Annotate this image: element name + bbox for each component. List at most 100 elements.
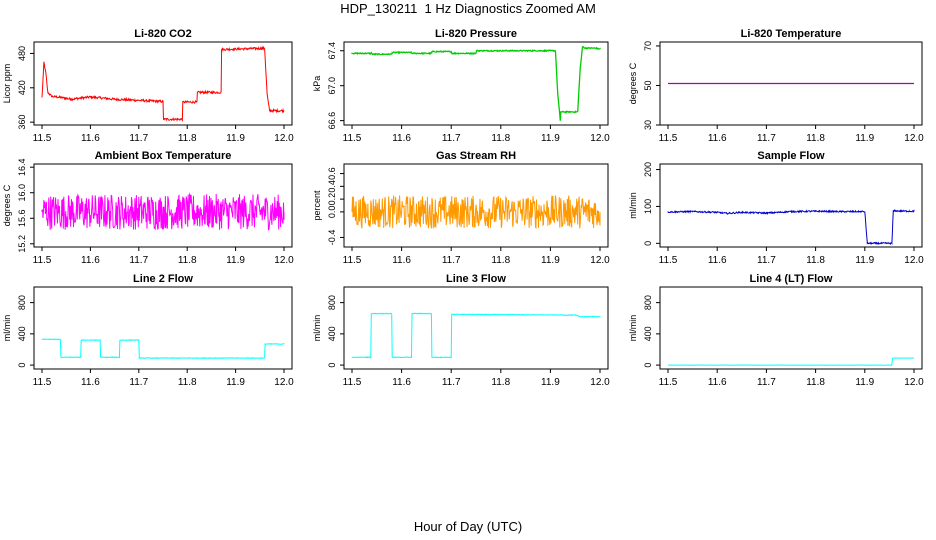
x-tick-label: 11.6 — [708, 133, 727, 144]
y-tick-label: 15.2 — [17, 235, 27, 253]
y-tick-label: 0.0 — [327, 206, 337, 219]
chart-panel: Li-820 Temperature 11.5 11.6 11.7 11.8 11.9 12… — [628, 28, 924, 144]
series-line — [667, 209, 915, 246]
y-axis-label: percent — [312, 190, 322, 221]
x-tick-label: 11.9 — [226, 377, 245, 388]
x-tick-label: 11.7 — [757, 377, 776, 388]
series-line — [351, 195, 601, 230]
x-tick-label: 11.9 — [855, 377, 874, 388]
y-tick-label: 67.0 — [327, 77, 337, 95]
x-tick-label: 11.7 — [757, 255, 776, 266]
x-tick-label: 11.6 — [81, 133, 100, 144]
y-axis-label: degrees C — [628, 62, 638, 104]
x-tick-label: 12.0 — [590, 133, 610, 144]
x-tick-label: 11.5 — [33, 255, 52, 266]
x-tick-label: 12.0 — [274, 377, 294, 388]
y-tick-label: 800 — [17, 295, 27, 310]
plot-frame — [659, 41, 923, 126]
x-tick-label: 11.8 — [178, 255, 197, 266]
chart-title: Line 3 Flow — [446, 273, 506, 285]
y-tick-label: 16.0 — [17, 184, 27, 202]
y-tick-label: 15.6 — [17, 210, 27, 228]
x-tick-label: 11.5 — [33, 377, 52, 388]
chart-title: Li-820 Pressure — [435, 28, 517, 40]
x-tick-label: 12.0 — [904, 255, 924, 266]
y-axis-label: ml/min — [2, 315, 12, 342]
x-tick-label: 11.5 — [659, 377, 678, 388]
x-tick-label: 11.8 — [491, 377, 510, 388]
x-tick-label: 11.8 — [178, 133, 197, 144]
x-tick-label: 12.0 — [904, 377, 924, 388]
x-tick-label: 11.6 — [708, 377, 727, 388]
x-tick-label: 11.6 — [392, 255, 411, 266]
x-tick-label: 11.7 — [129, 377, 148, 388]
y-tick-label: 400 — [643, 326, 653, 341]
y-tick-label: 67.4 — [327, 42, 337, 60]
series-line — [41, 45, 285, 123]
x-tick-label: 11.8 — [806, 377, 825, 388]
y-tick-label: 400 — [327, 326, 337, 341]
x-tick-label: 11.6 — [81, 377, 100, 388]
chart-panel: Li-820 CO2 11.5 11.6 11.7 11.8 11.9 12.0 360 420… — [2, 28, 294, 144]
series-line — [351, 312, 601, 359]
y-tick-label: 0 — [643, 363, 653, 368]
chart-title: Gas Stream RH — [436, 150, 516, 162]
plot-frame — [33, 163, 293, 248]
chart-title: Li-820 Temperature — [741, 28, 842, 40]
y-tick-label: 66.6 — [327, 112, 337, 130]
y-axis-label: Licor ppm — [2, 64, 12, 104]
y-tick-label: 70 — [643, 41, 653, 51]
y-axis-label: ml/min — [312, 315, 322, 342]
plot-frame — [343, 163, 609, 248]
y-tick-label: 0 — [643, 241, 653, 246]
x-tick-label: 11.8 — [178, 377, 197, 388]
x-tick-label: 11.9 — [855, 255, 874, 266]
series-line — [351, 45, 601, 121]
plot-frame — [33, 286, 293, 370]
x-tick-label: 11.8 — [491, 255, 510, 266]
chart-panel: Li-820 Pressure 11.5 11.6 11.7 11.8 11.9 12.0 6… — [312, 28, 610, 144]
y-tick-label: 50 — [643, 80, 653, 90]
x-tick-label: 12.0 — [274, 255, 294, 266]
chart-title: Line 4 (LT) Flow — [750, 273, 833, 285]
x-tick-label: 11.5 — [343, 133, 362, 144]
x-tick-label: 11.8 — [806, 133, 825, 144]
x-tick-label: 11.7 — [129, 133, 148, 144]
chart-panel: Line 2 Flow 11.5 11.6 11.7 11.8 11.9 12.0 0 400 8… — [2, 273, 294, 388]
y-tick-label: 800 — [643, 295, 653, 310]
chart-title: Sample Flow — [757, 150, 825, 162]
y-tick-label: 400 — [17, 326, 27, 341]
x-tick-label: 11.8 — [806, 255, 825, 266]
y-tick-label: 0 — [327, 363, 337, 368]
x-tick-label: 12.0 — [274, 133, 294, 144]
x-tick-label: 11.8 — [491, 133, 510, 144]
x-tick-label: 11.7 — [442, 133, 461, 144]
x-tick-label: 11.7 — [442, 255, 461, 266]
x-tick-label: 12.0 — [590, 255, 610, 266]
chart-title: Line 2 Flow — [133, 273, 193, 285]
x-tick-label: 11.7 — [129, 255, 148, 266]
x-tick-label: 11.9 — [541, 377, 560, 388]
y-axis-label: kPa — [312, 76, 322, 92]
plot-frame — [343, 286, 609, 370]
y-tick-label: 30 — [643, 120, 653, 130]
x-tick-label: 11.9 — [541, 133, 560, 144]
x-tick-label: 11.5 — [659, 255, 678, 266]
series-line — [41, 338, 285, 360]
y-tick-label: 100 — [643, 199, 653, 214]
x-axis-label: Hour of Day (UTC) — [413, 519, 523, 534]
x-tick-label: 11.9 — [226, 255, 245, 266]
chart-title: Li-820 CO2 — [134, 28, 191, 40]
x-tick-label: 11.9 — [855, 133, 874, 144]
x-tick-label: 11.6 — [392, 133, 411, 144]
y-axis-label: ml/min — [628, 192, 638, 219]
y-tick-label: 16.4 — [17, 158, 27, 176]
series-line — [668, 357, 914, 366]
x-tick-label: 11.5 — [33, 133, 52, 144]
chart-panel: Sample Flow 11.5 11.6 11.7 11.8 11.9 12.0 0 100 2… — [628, 150, 924, 266]
x-tick-label: 11.5 — [343, 377, 362, 388]
y-tick-label: 420 — [17, 80, 27, 95]
y-tick-label: 480 — [17, 46, 27, 61]
x-tick-label: 11.5 — [343, 255, 362, 266]
